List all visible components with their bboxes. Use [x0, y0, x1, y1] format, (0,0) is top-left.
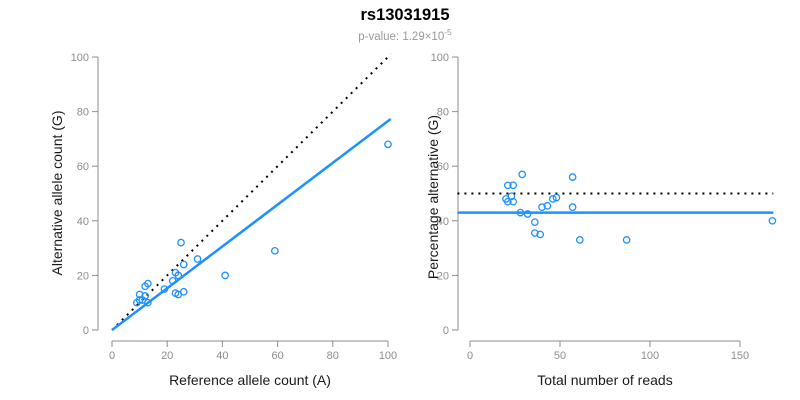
x-axis-label-left: Reference allele count (A): [169, 372, 331, 388]
data-point: [509, 181, 518, 190]
plot-title: rs13031915: [360, 6, 450, 24]
data-point: [538, 203, 546, 211]
data-point: [622, 236, 631, 244]
y-tick-label: 0: [443, 325, 449, 337]
data-point: [503, 181, 512, 190]
data-point: [168, 277, 177, 285]
plot-subtitle: p-value: 1.29×10-5: [0, 27, 800, 43]
y-tick-label: 20: [77, 270, 89, 282]
data-point: [530, 229, 539, 237]
data-point: [536, 230, 545, 239]
y-tick-label: 80: [437, 107, 449, 119]
x-tick-label: 100: [641, 350, 659, 362]
allele-counts-scatter: 0 20 40 60 80 100 0 20 40 60 80 100: [71, 52, 398, 362]
x-tick-label: 20: [161, 350, 173, 362]
data-point: [179, 260, 188, 269]
data-point: [144, 298, 152, 307]
data-point: [503, 197, 512, 206]
data-point: [179, 287, 188, 296]
data-point: [160, 285, 169, 293]
y-tick-label: 60: [77, 161, 89, 173]
data-point: [523, 210, 532, 218]
data-point: [144, 279, 152, 288]
x-tick-label: 80: [327, 350, 339, 362]
percentage-vs-reads-scatter: 0 50 100 150 0 20 40 60 80 100: [431, 52, 777, 362]
y-tick-label: 40: [77, 216, 89, 228]
y-tick-label: 100: [431, 52, 449, 64]
y-axis-label-left: Alternative allele count (G): [49, 110, 65, 276]
data-point: [193, 255, 202, 263]
data-point: [509, 197, 518, 206]
data-point: [530, 218, 539, 227]
data-point: [270, 246, 279, 255]
regression-line: [111, 117, 392, 331]
data-point: [568, 203, 577, 211]
data-point: [568, 173, 577, 181]
x-tick-label: 150: [731, 350, 749, 362]
y-axis-label-right: Percentage alternative (G): [425, 114, 441, 280]
x-tick-label: 40: [216, 350, 228, 362]
data-point: [384, 140, 392, 149]
data-point: [518, 170, 527, 179]
data-point: [174, 271, 183, 280]
pvalue-text: p-value: 1.29×10: [358, 30, 445, 43]
data-point: [548, 195, 557, 203]
data-point: [543, 201, 552, 210]
data-point: [575, 236, 584, 244]
x-tick-label: 0: [109, 350, 115, 362]
identity-line: [111, 53, 392, 331]
y-tick-label: 20: [437, 270, 449, 282]
x-tick-label: 0: [467, 350, 473, 362]
data-point: [552, 193, 561, 202]
y-tick-label: 40: [437, 216, 449, 228]
y-tick-label: 80: [77, 107, 89, 119]
x-tick-label: 50: [554, 350, 566, 362]
x-tick-label: 60: [271, 350, 283, 362]
data-point: [221, 271, 230, 280]
y-tick-label: 0: [83, 325, 89, 337]
x-axis-label-right: Total number of reads: [537, 372, 673, 388]
pvalue-exponent: -5: [444, 27, 452, 37]
data-point: [135, 296, 144, 304]
data-point: [516, 208, 525, 217]
x-tick-label: 100: [379, 350, 397, 362]
data-point: [768, 216, 777, 225]
y-tick-label: 100: [71, 52, 89, 64]
data-point: [141, 292, 149, 300]
y-tick-label: 60: [437, 161, 449, 173]
data-point: [177, 238, 185, 247]
